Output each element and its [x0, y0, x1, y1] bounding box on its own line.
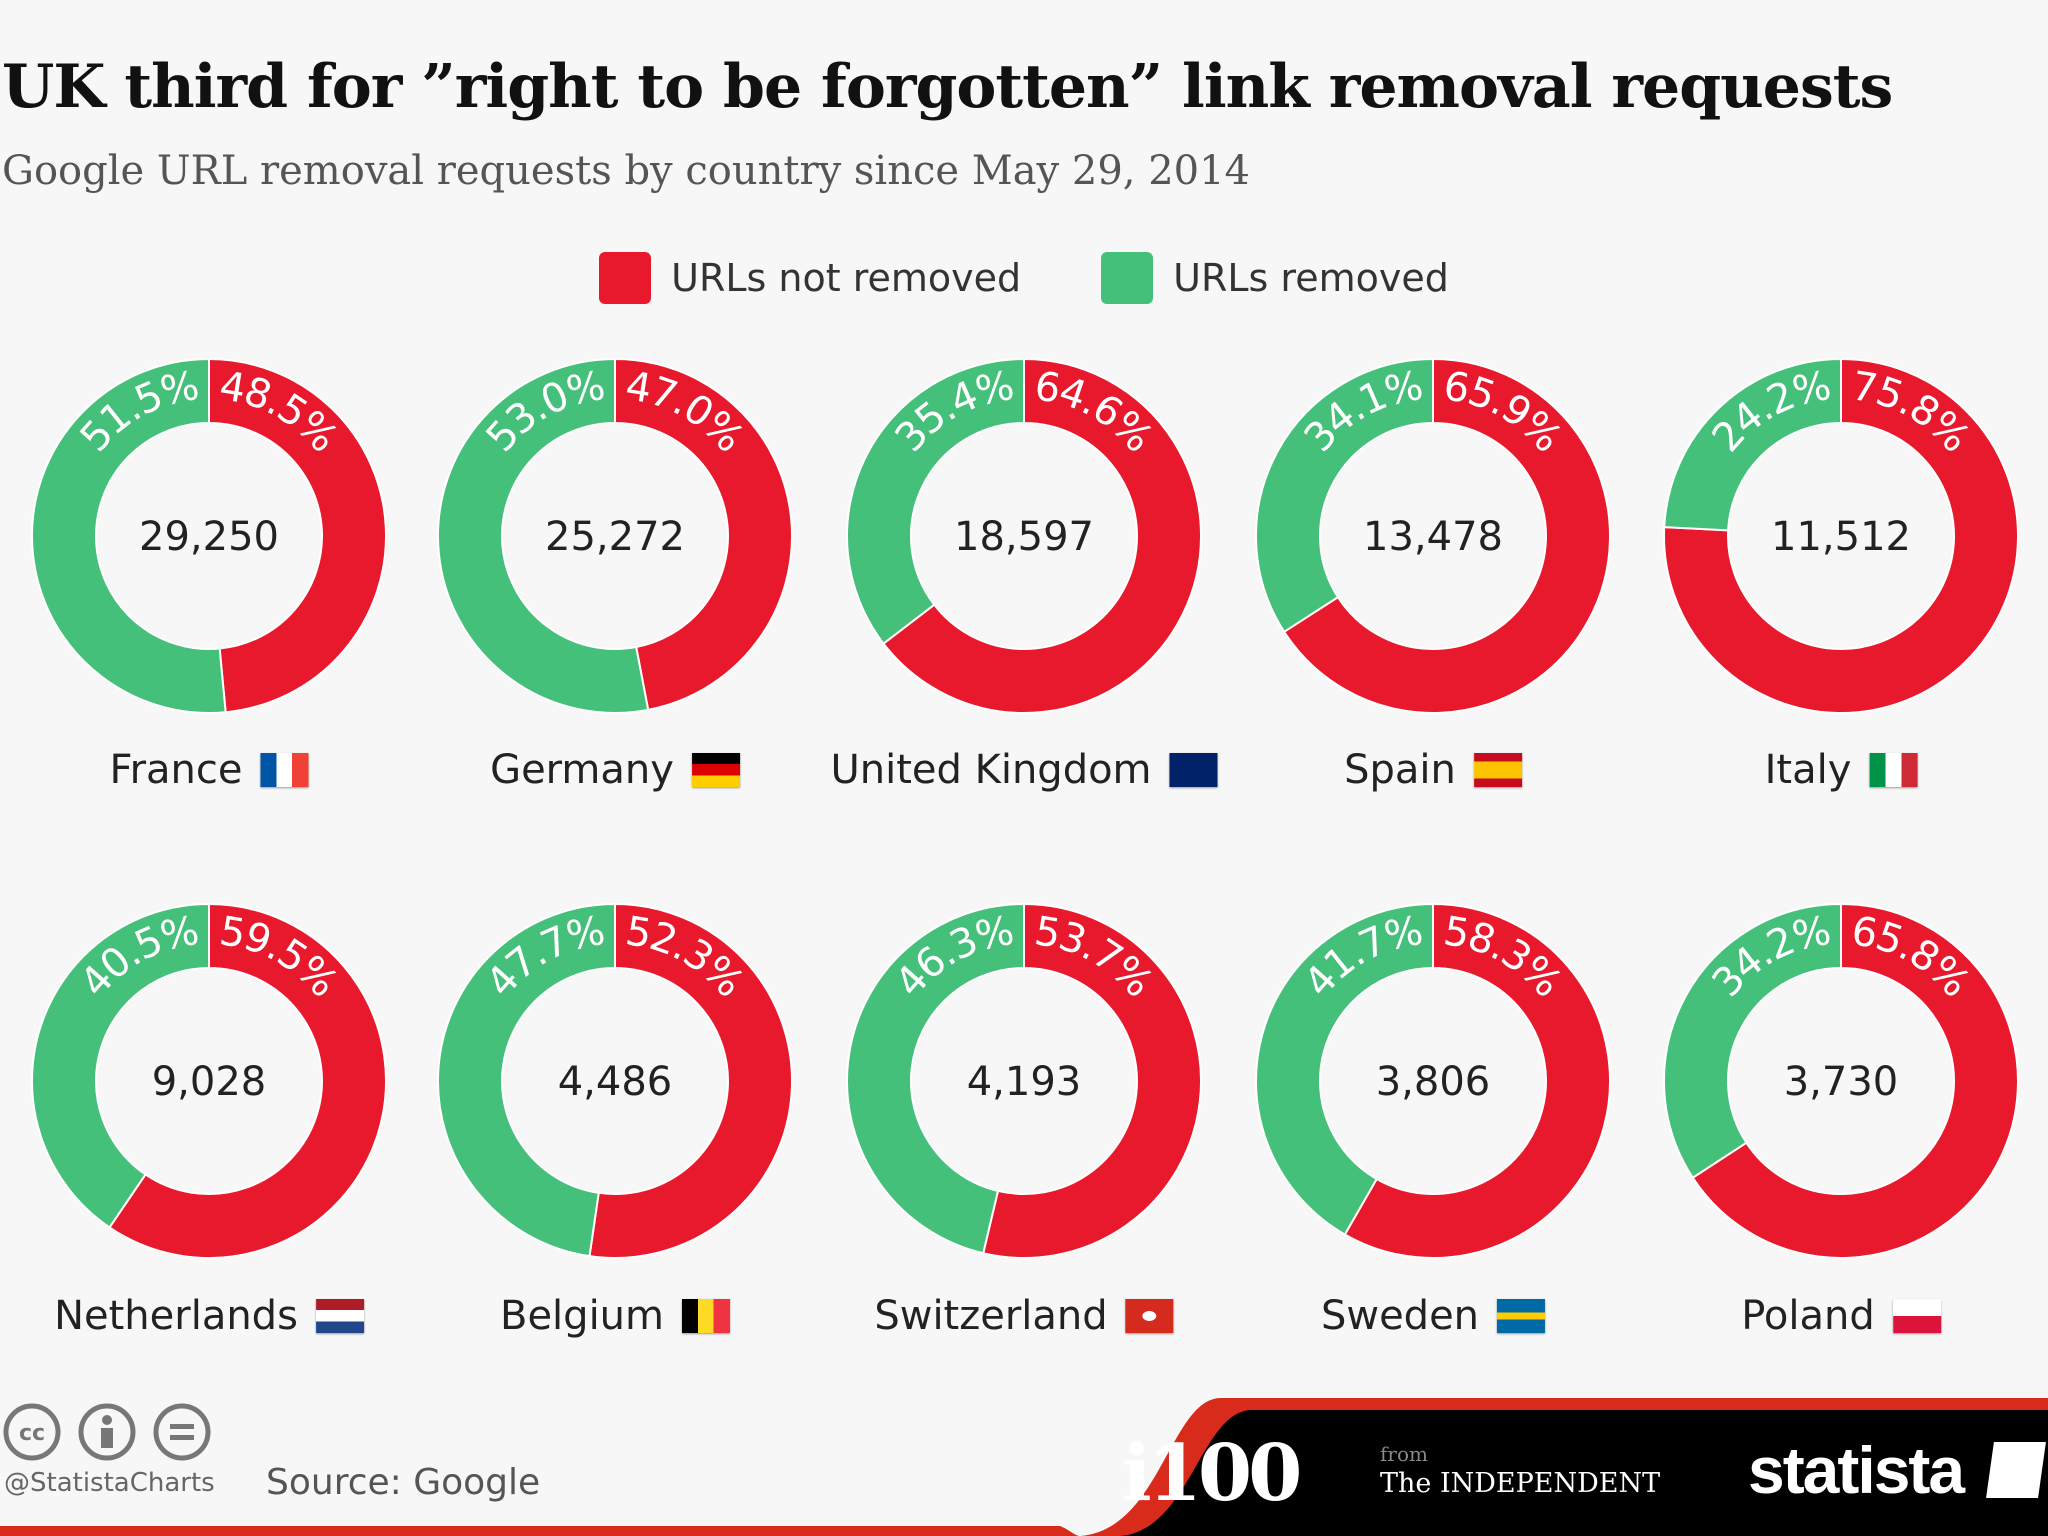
- donut-segment-removed: [31, 357, 227, 714]
- country-name: Belgium: [500, 1293, 664, 1339]
- country-name: United Kingdom: [830, 747, 1152, 793]
- donut-segment-removed: [437, 357, 650, 714]
- chart-subtitle: Google URL removal requests by country s…: [2, 148, 1250, 194]
- donut-total: 18,597: [954, 514, 1094, 560]
- donut-grid: 48.5%51.5%29,25047.0%53.0%25,27264.6%35.…: [31, 357, 2019, 1259]
- italy-flag-icon: [1869, 753, 1918, 787]
- country-label: Switzerland: [874, 1293, 1174, 1339]
- footer-band: [0, 1398, 2048, 1536]
- donut-segment-not-removed: [1663, 357, 2019, 714]
- independent-logo: The INDEPENDENT: [1380, 1468, 1661, 1499]
- legend-swatch-green: [1101, 252, 1154, 304]
- twitter-handle: @StatistaCharts: [4, 1468, 215, 1498]
- donut-segment-not-removed: [982, 902, 1202, 1259]
- country-label: Netherlands: [54, 1293, 364, 1339]
- source-note: Source: Google: [266, 1462, 541, 1503]
- france-flag-icon: [260, 753, 309, 787]
- legend-swatch-red: [599, 252, 652, 304]
- country-label: Poland: [1741, 1293, 1941, 1339]
- spain-flag-icon: [1473, 753, 1522, 787]
- donut-total: 3,730: [1784, 1059, 1899, 1105]
- i100-logo: i100: [1122, 1428, 1302, 1519]
- country-label: Sweden: [1320, 1293, 1546, 1339]
- switzerland-flag-icon: [1125, 1299, 1174, 1333]
- svg-text:cc: cc: [19, 1421, 45, 1446]
- donut-segment-not-removed: [1343, 902, 1611, 1259]
- nd-icon: [153, 1403, 211, 1461]
- donut-segment-removed: [1255, 357, 1434, 634]
- donut-segment-removed: [1663, 902, 1842, 1180]
- donut-total: 4,193: [967, 1059, 1082, 1105]
- statista-mark-icon: [1986, 1442, 2046, 1498]
- cc-icon: [3, 1403, 61, 1461]
- country-label: France: [109, 747, 309, 793]
- donut-segment-removed: [1663, 357, 1842, 532]
- donut-segment-not-removed: [614, 357, 793, 712]
- donut-segment-removed: [846, 357, 1025, 646]
- donut-segment-not-removed: [1691, 902, 2019, 1259]
- country-label: United Kingdom: [830, 747, 1218, 793]
- donut-total: 4,486: [558, 1059, 673, 1105]
- legend-label: URLs removed: [1173, 256, 1449, 300]
- country-name: Spain: [1344, 747, 1456, 793]
- legend-item-removed: URLs removed: [1101, 252, 1449, 304]
- country-name: Netherlands: [54, 1293, 298, 1339]
- donut-total: 25,272: [545, 514, 685, 560]
- donut-total: 29,250: [139, 514, 279, 560]
- country-name: Germany: [490, 747, 674, 793]
- belgium-flag-icon: [681, 1299, 730, 1333]
- country-label: Italy: [1765, 747, 1918, 793]
- country-label: Spain: [1344, 747, 1522, 793]
- donut-segment-not-removed: [1282, 357, 1611, 714]
- country-name: France: [109, 747, 243, 793]
- germany-flag-icon: [691, 753, 740, 787]
- by-icon: [78, 1403, 136, 1461]
- donut-segment-removed: [1255, 902, 1434, 1236]
- donut-segment-not-removed: [208, 357, 387, 714]
- uk-flag-icon: [1169, 753, 1218, 787]
- donut-total: 11,512: [1771, 514, 1911, 560]
- country-name: Switzerland: [874, 1293, 1108, 1339]
- country-name: Italy: [1764, 747, 1852, 793]
- donut-segment-not-removed: [882, 357, 1202, 714]
- chart-title: UK third for ”right to be forgotten” lin…: [2, 52, 1893, 122]
- poland-flag-icon: [1892, 1299, 1941, 1333]
- legend-label: URLs not removed: [671, 256, 1022, 300]
- donut-segment-removed: [846, 902, 1025, 1255]
- donut-segment-removed: [31, 902, 210, 1229]
- country-label: Germany: [490, 747, 740, 793]
- donut-total: 3,806: [1376, 1059, 1491, 1105]
- license-icons: cc: [3, 1403, 211, 1461]
- netherlands-flag-icon: [315, 1299, 364, 1333]
- legend-item-not-removed: URLs not removed: [599, 252, 1021, 304]
- statista-logo: statista: [1748, 1433, 1965, 1507]
- donut-segment-not-removed: [588, 902, 793, 1259]
- donut-segment-removed: [436, 902, 616, 1258]
- legend: URLs not removed URLs removed: [0, 252, 2048, 304]
- donut-total: 9,028: [152, 1059, 267, 1105]
- sweden-flag-icon: [1497, 1299, 1546, 1333]
- country-name: Poland: [1741, 1293, 1875, 1339]
- country-name: Sweden: [1320, 1293, 1480, 1339]
- from-label: from: [1380, 1442, 1428, 1466]
- donut-total: 13,478: [1363, 514, 1503, 560]
- country-label: Belgium: [500, 1293, 730, 1339]
- donut-segment-not-removed: [108, 902, 387, 1259]
